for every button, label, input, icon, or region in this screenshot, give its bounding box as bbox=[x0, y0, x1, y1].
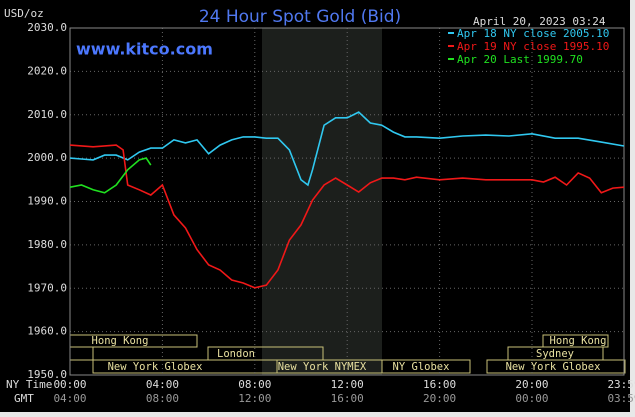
y-tick-label: 1990.0 bbox=[27, 195, 67, 208]
x-tick-label: 20:00 bbox=[515, 378, 548, 391]
x2-tick-label: 04:00 bbox=[53, 392, 86, 405]
x2-tick-label: 16:00 bbox=[331, 392, 364, 405]
series-line bbox=[69, 144, 625, 289]
series-line bbox=[69, 157, 152, 194]
session-box bbox=[542, 334, 609, 348]
y-tick-label: 1970.0 bbox=[27, 281, 67, 294]
x2-tick-label: 03:59 bbox=[607, 392, 635, 405]
y-tick-label: 1950.0 bbox=[27, 368, 67, 381]
session-label: New York NYMEX bbox=[278, 361, 367, 373]
plot-frame bbox=[69, 27, 625, 376]
session-label: Sydney bbox=[536, 348, 574, 360]
x-tick-label: 00:00 bbox=[53, 378, 86, 391]
session-label: London bbox=[217, 348, 255, 360]
x2-axis-label: GMT bbox=[14, 392, 34, 405]
series-line bbox=[69, 111, 625, 187]
session-label: NY Globex bbox=[393, 361, 450, 373]
y-tick-label: 1980.0 bbox=[27, 238, 67, 251]
legend-label: Apr 19 NY close 1995.10 bbox=[457, 40, 609, 53]
x-axis-label: NY Time bbox=[6, 378, 52, 391]
y-tick-label: 2030.0 bbox=[27, 21, 67, 34]
x2-tick-label: 00:00 bbox=[515, 392, 548, 405]
legend-swatch bbox=[448, 58, 454, 60]
y-tick-label: 2000.0 bbox=[27, 151, 67, 164]
legend-swatch bbox=[448, 32, 454, 34]
x-tick-label: 12:00 bbox=[331, 378, 364, 391]
y-tick-label: 1960.0 bbox=[27, 325, 67, 338]
legend-swatch bbox=[448, 45, 454, 47]
y-tick-label: 2010.0 bbox=[27, 108, 67, 121]
unit-label: USD/oz bbox=[4, 7, 44, 20]
session-label: New York Globex bbox=[506, 361, 601, 373]
session-label: Hong Kong bbox=[550, 335, 607, 347]
session-label: Hong Kong bbox=[92, 335, 149, 347]
legend-label: Apr 18 NY close 2005.10 bbox=[457, 27, 609, 40]
x2-tick-label: 12:00 bbox=[238, 392, 271, 405]
x2-tick-label: 08:00 bbox=[146, 392, 179, 405]
session-box bbox=[381, 359, 471, 374]
x-tick-label: 16:00 bbox=[423, 378, 456, 391]
legend-label: Apr 20 Last 1999.70 bbox=[457, 53, 583, 66]
site-label: www.kitco.com bbox=[76, 40, 213, 59]
x-tick-label: 08:00 bbox=[238, 378, 271, 391]
x-tick-label: 04:00 bbox=[146, 378, 179, 391]
chart-title: 24 Hour Spot Gold (Bid) bbox=[199, 7, 401, 27]
x2-tick-label: 20:00 bbox=[423, 392, 456, 405]
x-tick-label: 23:59 bbox=[607, 378, 635, 391]
y-tick-label: 2020.0 bbox=[27, 64, 67, 77]
session-label: New York Globex bbox=[108, 361, 203, 373]
timestamp: April 20, 2023 03:24 bbox=[473, 15, 606, 28]
